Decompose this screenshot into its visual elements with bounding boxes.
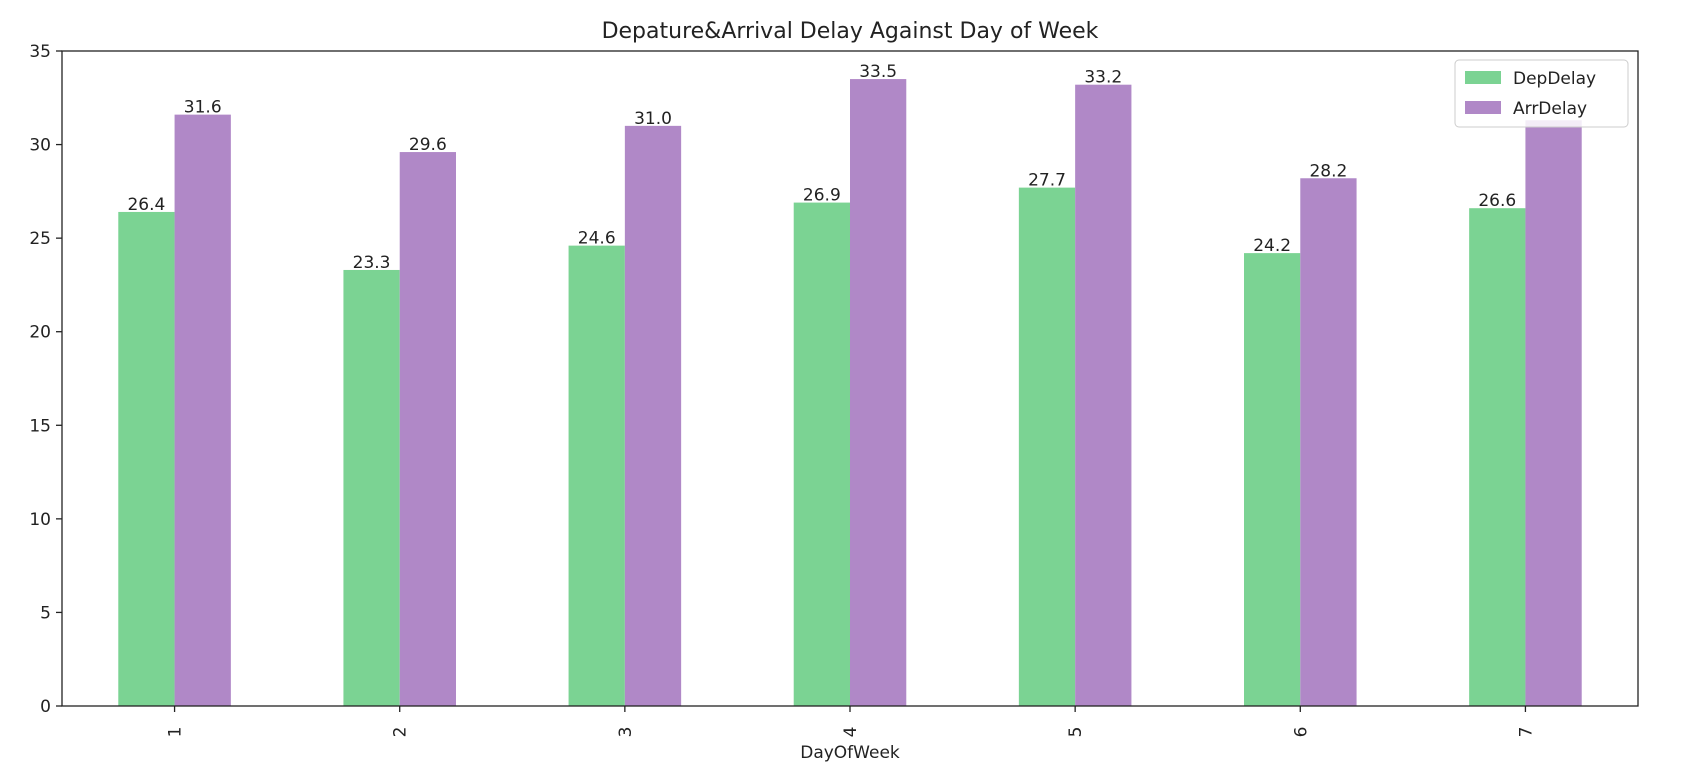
data-label-arrdelay-4: 33.5 [859, 62, 897, 82]
legend: DepDelay ArrDelay [1454, 59, 1629, 128]
bar-depdelay-4 [793, 202, 850, 707]
chart-title: Depature&Arrival Delay Against Day of We… [602, 19, 1099, 44]
y-tick-label: 30 [29, 136, 51, 156]
data-label-depdelay-2: 23.3 [353, 253, 391, 273]
data-label-arrdelay-3: 31.0 [634, 109, 672, 129]
bar-depdelay-6 [1244, 253, 1301, 706]
bar-arrdelay-2 [399, 152, 456, 707]
y-tick-label: 35 [29, 42, 51, 62]
bar-depdelay-2 [343, 269, 400, 706]
y-tick-label: 25 [29, 229, 51, 249]
y-tick-label: 20 [29, 323, 51, 343]
x-tick-label: 4 [841, 727, 861, 738]
data-label-depdelay-7: 26.6 [1478, 191, 1516, 211]
data-label-depdelay-5: 27.7 [1028, 171, 1066, 191]
x-axis-label: DayOfWeek [800, 743, 900, 763]
data-label-arrdelay-1: 31.6 [184, 98, 222, 118]
bar-arrdelay-1 [174, 114, 231, 707]
x-tick-label: 5 [1066, 727, 1086, 738]
y-tick-label: 0 [40, 697, 51, 717]
legend-label-depdelay: DepDelay [1513, 69, 1596, 89]
data-label-depdelay-3: 24.6 [578, 229, 616, 249]
data-label-arrdelay-2: 29.6 [409, 135, 447, 155]
bar-depdelay-1 [118, 211, 175, 706]
data-labels: 26.4 23.3 24.6 26.9 27.7 24.2 26.6 31.6 29.6 31.0… [127, 62, 1516, 273]
y-tick-label: 10 [29, 510, 51, 530]
bar-arrdelay-4 [850, 79, 907, 707]
x-tick-label: 2 [391, 727, 411, 738]
legend-swatch-arrdelay [1465, 101, 1501, 114]
bar-arrdelay-5 [1075, 84, 1132, 706]
x-axis: 1 2 3 4 5 6 7 [166, 706, 1536, 738]
data-label-depdelay-1: 26.4 [127, 195, 165, 215]
bar-arrdelay-3 [624, 125, 682, 707]
data-label-arrdelay-6: 28.2 [1309, 161, 1347, 181]
x-tick-label: 3 [616, 727, 636, 738]
legend-swatch-depdelay [1465, 71, 1501, 84]
bar-arrdelay-6 [1300, 178, 1357, 706]
bar-depdelay-3 [568, 245, 625, 706]
data-label-depdelay-4: 26.9 [803, 186, 841, 206]
legend-label-arrdelay: ArrDelay [1513, 99, 1587, 119]
bar-depdelay-5 [1018, 187, 1076, 707]
y-tick-label: 5 [40, 603, 51, 623]
x-tick-label: 6 [1291, 727, 1311, 738]
bar-arrdelay-7 [1525, 120, 1582, 706]
x-tick-label: 1 [166, 727, 186, 738]
x-tick-label: 7 [1516, 727, 1536, 738]
bars-group [118, 79, 1582, 707]
data-label-depdelay-6: 24.2 [1253, 236, 1291, 256]
y-tick-label: 15 [29, 416, 51, 436]
bar-depdelay-7 [1469, 208, 1526, 706]
y-axis: 0 5 10 15 20 25 30 35 [29, 42, 62, 717]
data-label-arrdelay-5: 33.2 [1084, 68, 1122, 88]
